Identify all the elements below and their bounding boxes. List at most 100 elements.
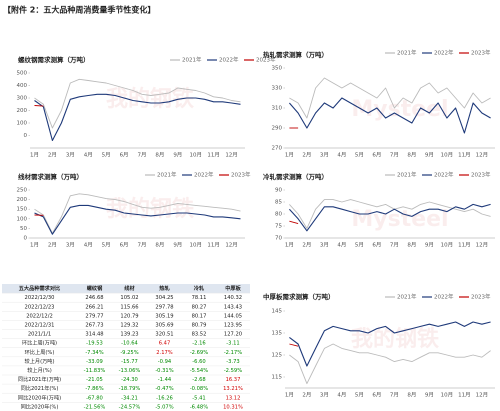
series-line (34, 93, 241, 142)
y-tick-label: 85 (275, 200, 282, 206)
table-cell: 305.69 (155, 322, 173, 328)
legend-label: 2022年 (434, 49, 454, 57)
x-tick-label: 2月 (302, 392, 311, 399)
table-cell: 129.32 (120, 322, 138, 328)
table-cell: 144.05 (224, 313, 242, 319)
table-cell: 较上月(万吨) (25, 357, 55, 365)
x-tick-label: 11月 (458, 242, 471, 249)
table-cell: -5.41 (192, 395, 205, 401)
y-tick-label: 250 (17, 188, 28, 194)
y-tick-label: 80 (275, 212, 282, 218)
table-cell: 同比2020年(万吨) (18, 393, 61, 401)
table-cell: 同比2021年(%) (21, 384, 59, 392)
x-tick-label: 1月 (285, 152, 294, 159)
table-cell: 80.17 (192, 313, 207, 319)
x-tick-label: 9月 (173, 152, 182, 159)
table-cell: 较上月(%) (27, 366, 52, 374)
legend-label: 2022年 (219, 56, 239, 64)
x-tick-label: 6月 (372, 392, 381, 399)
table-cell: 80.79 (192, 322, 207, 328)
table-cell: -33.09 (86, 359, 103, 365)
x-tick-label: 6月 (372, 242, 381, 249)
chart-title: 热轧需求测算（万吨） (263, 50, 328, 59)
table-cell: 2022/12/30 (25, 295, 55, 301)
x-tick-label: 9月 (425, 152, 434, 159)
x-tick-label: 11月 (458, 392, 471, 399)
x-tick-label: 11月 (458, 152, 471, 159)
watermark: 我的钢铁 (106, 196, 194, 222)
table-header: 五大品种需求对比 (19, 284, 61, 292)
x-tick-label: 12月 (476, 242, 489, 249)
series-line (288, 203, 491, 232)
legend-label: 2021年 (182, 56, 202, 64)
table-cell: 115.66 (120, 304, 138, 310)
series-line (289, 199, 491, 229)
y-tick-label: 90 (275, 188, 282, 194)
x-tick-label: 3月 (320, 152, 329, 159)
legend-label: 2022年 (194, 171, 214, 179)
table-cell: -7.86% (85, 386, 103, 392)
table-header-bg (2, 284, 250, 294)
x-tick-label: 12月 (476, 152, 489, 159)
table-cell: -6.60 (192, 359, 205, 365)
x-tick-label: 9月 (173, 242, 182, 249)
table-cell: -0.08% (190, 386, 208, 392)
x-tick-label: 5月 (355, 152, 364, 159)
table-cell: -6.48% (190, 404, 208, 410)
x-tick-label: 8月 (155, 242, 164, 249)
y-tick-label: 200 (17, 197, 28, 203)
table-cell: -0.47% (155, 386, 173, 392)
table-cell: -5.54% (190, 368, 208, 374)
legend-label: 2022年 (434, 293, 454, 301)
y-tick-label: 70 (275, 236, 282, 242)
x-tick-label: 4月 (84, 242, 93, 249)
table-cell: -19.53 (86, 341, 103, 347)
table-header: 中厚板 (225, 284, 241, 292)
watermark: Mysteel (351, 97, 448, 122)
x-tick-label: 7月 (390, 242, 399, 249)
table-cell: -24.57% (119, 404, 141, 410)
y-tick-label: 0 (24, 133, 28, 139)
legend-label: 2021年 (397, 171, 417, 179)
table-cell: 305.19 (155, 313, 173, 319)
x-tick-label: 3月 (320, 392, 329, 399)
x-tick-label: 6月 (372, 152, 381, 159)
table-cell: 83.52 (192, 332, 207, 338)
x-tick-label: 1月 (285, 392, 294, 399)
x-tick-label: 4月 (337, 242, 346, 249)
x-tick-label: 12月 (225, 242, 238, 249)
x-tick-label: 5月 (102, 152, 111, 159)
legend-label: 2023年 (256, 56, 276, 64)
x-tick-label: 4月 (84, 152, 93, 159)
y-tick-label: 500 (17, 71, 28, 77)
legend-label: 2021年 (397, 293, 417, 301)
series-line (289, 220, 299, 225)
legend-label: 2021年 (397, 49, 417, 57)
table-cell: 环比上周(万吨) (22, 339, 57, 347)
table-cell: -0.94 (158, 359, 172, 365)
x-tick-label: 12月 (476, 392, 489, 399)
x-tick-label: 3月 (66, 152, 75, 159)
table-cell: 297.78 (155, 304, 173, 310)
x-tick-label: 8月 (407, 392, 416, 399)
legend-label: 2021年 (157, 171, 177, 179)
table-cell: -2.16 (192, 341, 205, 347)
table-cell: -18.79% (119, 386, 141, 392)
y-tick-label: 0 (24, 236, 28, 242)
table-cell: -16.26 (156, 395, 173, 401)
x-tick-label: 8月 (155, 152, 164, 159)
x-tick-label: 10月 (441, 392, 454, 399)
x-tick-label: 4月 (337, 392, 346, 399)
x-tick-label: 7月 (137, 242, 146, 249)
table-cell: -3.11 (226, 341, 239, 347)
table-cell: 同比2021年(万吨) (18, 375, 61, 383)
table-cell: 13.12 (226, 395, 241, 401)
x-tick-label: 7月 (390, 392, 399, 399)
x-tick-label: 9月 (425, 392, 434, 399)
y-tick-label: 400 (17, 83, 28, 89)
table-cell: 6.47 (159, 341, 171, 347)
table-cell: 78.11 (192, 295, 207, 301)
table-cell: 320.51 (155, 332, 173, 338)
x-tick-label: 5月 (355, 242, 364, 249)
table-header: 冷轧 (194, 284, 205, 292)
